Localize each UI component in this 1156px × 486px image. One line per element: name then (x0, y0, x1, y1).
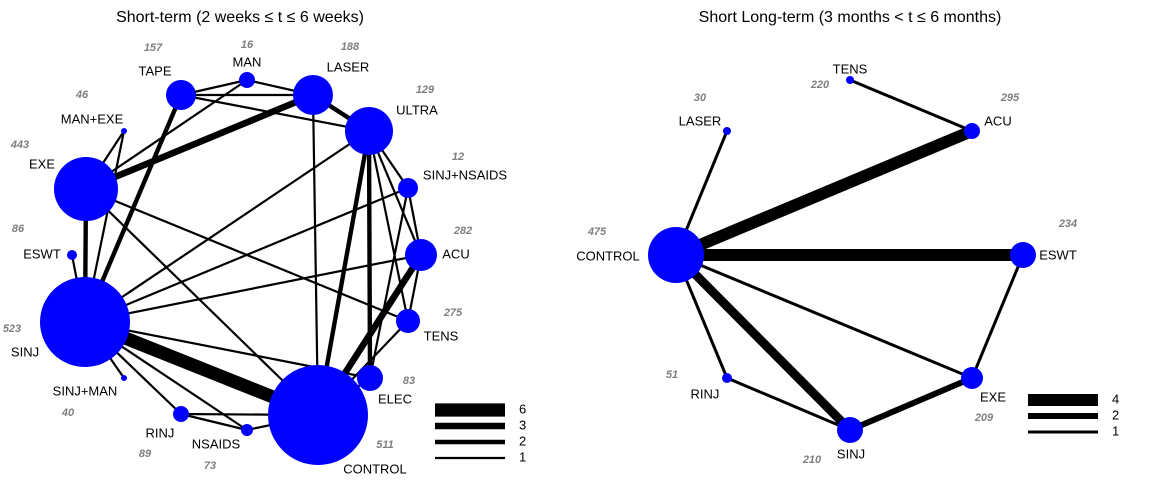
node (648, 227, 704, 283)
edge (970, 254, 1025, 379)
node (722, 373, 732, 383)
legend-label: 4 (1112, 391, 1119, 406)
node (357, 365, 383, 391)
node-label: LASER (327, 59, 370, 74)
node-label: EXE (29, 156, 55, 171)
node (837, 417, 863, 443)
legend-label: 2 (1112, 407, 1119, 422)
node (846, 76, 854, 84)
node (67, 250, 77, 260)
node-label: CONTROL (343, 461, 407, 476)
node-label: SINJ+NSAIDS (423, 167, 507, 182)
node-label: MAN+EXE (61, 111, 124, 126)
node-label: TAPE (139, 63, 172, 78)
node-label: ACU (984, 113, 1011, 128)
node (239, 72, 255, 88)
node (40, 277, 130, 367)
edge (85, 79, 248, 190)
panel-title: Short Long-term (3 months < t ≤ 6 months… (699, 9, 1002, 26)
node-sample-size: 210 (802, 454, 822, 466)
edge (180, 412, 248, 432)
edge (672, 251, 854, 434)
edge (675, 253, 973, 380)
node-sample-size: 129 (416, 84, 435, 96)
edge (84, 253, 422, 324)
node (1010, 242, 1036, 268)
node-sample-size: 51 (666, 369, 678, 381)
node-sample-size: 220 (810, 79, 830, 91)
edge (368, 187, 410, 379)
node-label: SINJ+MAN (53, 383, 118, 398)
node-sample-size: 73 (204, 460, 216, 472)
node-label: CONTROL (576, 248, 640, 263)
node (241, 424, 253, 436)
edge (180, 93, 370, 133)
node-sample-size: 157 (144, 42, 163, 54)
node (121, 128, 127, 134)
edge (848, 375, 974, 433)
node (293, 75, 333, 115)
node-sample-size: 282 (453, 225, 472, 237)
node-sample-size: 30 (694, 92, 707, 104)
legend-label: 2 (519, 433, 526, 448)
node (723, 127, 731, 135)
node-sample-size: 295 (1000, 92, 1020, 104)
panel-title: Short-term (2 weeks ≤ t ≤ 6 weeks) (116, 9, 364, 26)
node-label: ESWT (23, 246, 61, 261)
legend-label: 6 (519, 401, 526, 416)
node-sample-size: 275 (443, 307, 463, 319)
node-sample-size: 83 (403, 375, 415, 387)
node-sample-size: 16 (241, 39, 254, 51)
node (396, 309, 420, 333)
edge (85, 188, 319, 416)
node-label: LASER (679, 113, 722, 128)
node (398, 178, 418, 198)
node (961, 367, 983, 389)
edge (849, 78, 973, 133)
node-label: ESWT (1039, 247, 1077, 262)
node (166, 80, 196, 110)
node-sample-size: 12 (452, 151, 464, 163)
node-sample-size: 234 (1058, 218, 1077, 230)
node-sample-size: 89 (139, 448, 152, 460)
node (405, 239, 437, 271)
node-label: EXE (980, 389, 1006, 404)
legend-label: 1 (519, 449, 526, 464)
node-label: ELEC (378, 391, 412, 406)
node-label: SINJ (837, 446, 865, 461)
node-sample-size: 209 (974, 412, 994, 424)
node-label: ACU (442, 246, 469, 261)
node-sample-size: 511 (376, 439, 394, 451)
node (54, 157, 118, 221)
legend-label: 1 (1112, 423, 1119, 438)
edge (84, 130, 370, 323)
node-sample-size: 40 (61, 407, 75, 419)
node-sample-size: 86 (12, 223, 25, 235)
node-label: TENS (833, 61, 868, 76)
node (173, 406, 189, 422)
node (268, 365, 368, 465)
node (964, 123, 980, 139)
edge (311, 94, 320, 416)
node-label: SINJ (11, 344, 39, 359)
node-sample-size: 46 (75, 89, 89, 101)
node-sample-size: 523 (3, 323, 21, 335)
node-sample-size: 475 (587, 226, 607, 238)
edge (726, 376, 851, 432)
edge (673, 125, 975, 261)
node-label: ULTRA (396, 102, 438, 117)
node (345, 107, 393, 155)
node-label: RINJ (691, 386, 720, 401)
node-label: NSAIDS (192, 436, 241, 451)
node-label: TENS (424, 328, 459, 343)
edge (84, 91, 315, 193)
node-sample-size: 188 (341, 41, 360, 53)
legend-label: 3 (519, 417, 526, 432)
node-label: RINJ (146, 425, 175, 440)
node-label: MAN (233, 54, 262, 69)
node-sample-size: 443 (10, 139, 29, 151)
node (121, 375, 127, 381)
